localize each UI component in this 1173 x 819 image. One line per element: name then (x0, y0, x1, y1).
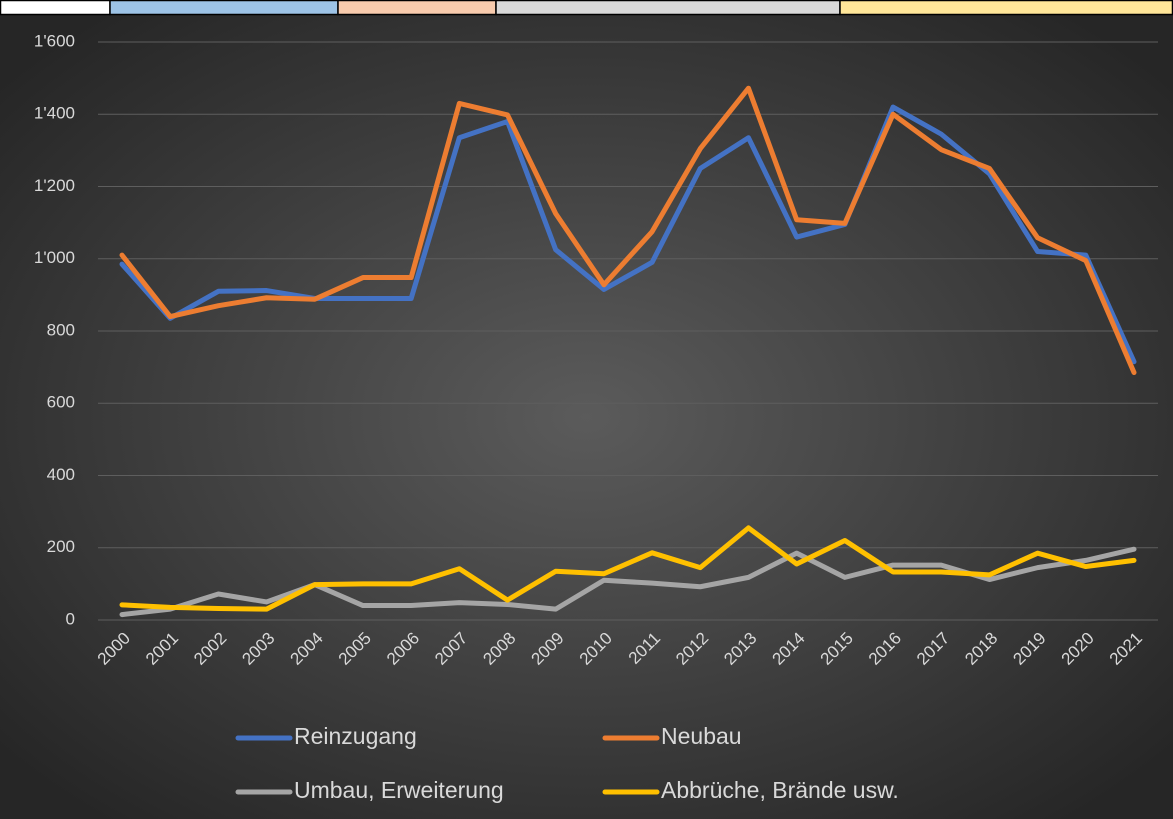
legend-label: Reinzugang (294, 723, 417, 749)
series-line (119, 85, 1137, 376)
y-tick-label: 1'200 (34, 176, 75, 195)
y-tick-label: 600 (47, 393, 75, 412)
legend-label: Umbau, Erweiterung (294, 777, 504, 803)
y-tick-label: 800 (47, 320, 75, 339)
y-tick-label: 0 (66, 609, 75, 628)
series-line (119, 525, 1137, 612)
header-cell (839, 0, 1173, 16)
series-line (119, 104, 1137, 365)
header-cell (337, 0, 497, 16)
header-cell (495, 0, 841, 16)
y-tick-label: 1'400 (34, 104, 75, 123)
header-cell (109, 0, 339, 16)
header-cell (0, 0, 111, 16)
y-tick-label: 1'600 (34, 31, 75, 50)
y-tick-label: 400 (47, 465, 75, 484)
legend-label: Abbrüche, Brände usw. (661, 777, 899, 803)
header-strip (0, 0, 1173, 16)
chart-background (0, 15, 1173, 819)
legend-label: Neubau (661, 723, 742, 749)
y-tick-label: 1'000 (34, 248, 75, 267)
y-tick-label: 200 (47, 537, 75, 556)
